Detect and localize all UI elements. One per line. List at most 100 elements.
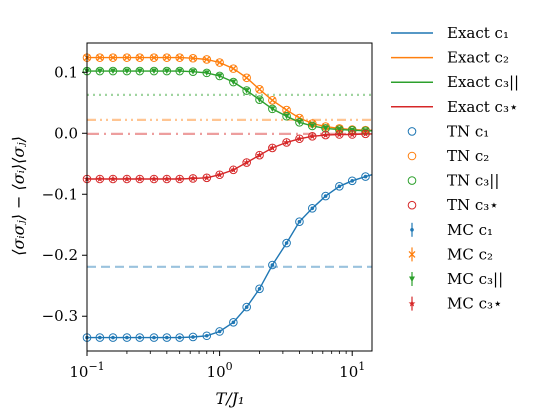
mc-marker-c3star xyxy=(109,175,117,182)
tn-marker-c1 xyxy=(108,333,118,342)
tn-marker-c1 xyxy=(188,332,198,342)
legend-mc-swatch xyxy=(410,228,414,232)
y-tick-label: 0.1 xyxy=(54,63,78,81)
mc-marker-c3par xyxy=(123,68,130,75)
legend-label: TN c₃⋆ xyxy=(447,196,499,214)
tn-marker-c2 xyxy=(149,53,159,62)
mc-marker-c3par xyxy=(256,97,263,103)
mc-marker-c2 xyxy=(109,54,117,62)
tn-marker-c1 xyxy=(175,333,184,342)
legend-label: TN c₂ xyxy=(447,147,489,165)
legend-label: Exact c₂ xyxy=(447,49,509,67)
mc-marker-c3star xyxy=(176,175,184,182)
plot-frame xyxy=(86,42,373,352)
tn-marker-c3star xyxy=(188,174,198,183)
tn-marker-c1 xyxy=(229,318,238,327)
legend-circle-swatch xyxy=(407,127,417,136)
mc-marker-c3star xyxy=(268,144,276,151)
tn-marker-c3par xyxy=(108,66,118,76)
tn-marker-c3star xyxy=(175,174,184,184)
tn-marker-c3par xyxy=(242,86,251,95)
mc-marker-c3par xyxy=(309,123,316,129)
tn-marker-c1 xyxy=(307,203,317,213)
tn-marker-c2 xyxy=(268,96,277,105)
mc-marker-c3par xyxy=(109,68,116,75)
tn-marker-c3star xyxy=(242,158,251,167)
mc-marker-c1 xyxy=(111,335,115,340)
tn-marker-c1 xyxy=(122,333,132,342)
mc-marker-c3par xyxy=(336,127,343,133)
tn-marker-c3par xyxy=(202,68,212,78)
tn-marker-c3star xyxy=(361,129,370,139)
mc-marker-c2 xyxy=(243,74,251,82)
tn-marker-c3par xyxy=(215,71,224,81)
mc-marker-c1 xyxy=(270,263,275,267)
tn-marker-c3star xyxy=(229,165,238,175)
tn-marker-c2 xyxy=(202,55,212,64)
mc-marker-c2 xyxy=(256,85,263,93)
tn-marker-c3star xyxy=(149,174,159,184)
legend-label: TN c₁ xyxy=(447,122,489,140)
mc-marker-c1 xyxy=(323,194,328,198)
mc-marker-c3star xyxy=(216,171,224,178)
mc-marker-c3par xyxy=(283,113,290,120)
mc-marker-c1 xyxy=(363,174,368,179)
x-tick-label: 101 xyxy=(339,360,365,381)
tn-marker-c3par xyxy=(255,95,264,105)
mc-marker-c1 xyxy=(165,335,169,340)
tn-marker-c3star xyxy=(295,134,304,144)
mc-marker-c2 xyxy=(203,56,211,63)
mc-marker-c1 xyxy=(137,335,142,340)
mc-marker-c2 xyxy=(96,54,104,62)
y-tick-label: −0.3 xyxy=(42,307,78,325)
mc-marker-c2 xyxy=(283,106,291,114)
x-axis-ticks: 10−1 100 101 xyxy=(69,351,365,381)
legend-label: Exact c₃⋆ xyxy=(447,98,518,116)
tn-marker-c1 xyxy=(321,191,330,201)
mc-marker-c1 xyxy=(310,206,315,211)
tn-marker-c3star xyxy=(95,174,105,184)
mc-marker-c3par xyxy=(296,119,303,126)
legend-label: TN c₃|| xyxy=(447,172,499,190)
tn-marker-c3star xyxy=(282,138,291,147)
mc-marker-c3par xyxy=(230,79,237,86)
mc-marker-c1 xyxy=(177,335,182,340)
tn-marker-c3star xyxy=(321,130,330,140)
tn-marker-c3star xyxy=(162,174,172,184)
mc-marker-c3star xyxy=(362,130,369,137)
tn-marker-c2 xyxy=(229,64,238,73)
mc-marker-c2 xyxy=(136,54,144,62)
mc-marker-c3star xyxy=(136,175,144,182)
legend-label: Exact c₁ xyxy=(447,24,509,42)
tn-marker-c3par xyxy=(122,66,132,76)
x-tick-label: 10−1 xyxy=(69,360,104,381)
legend-mc-swatch xyxy=(409,276,415,282)
tn-marker-c1 xyxy=(215,327,224,336)
tn-marker-c3par xyxy=(307,121,317,131)
mc-marker-c3par xyxy=(269,106,276,112)
y-tick-label: 0.0 xyxy=(54,124,78,142)
legend-label: MC c₂ xyxy=(447,245,493,263)
tn-marker-c3par xyxy=(229,77,238,87)
tn-marker-c3par xyxy=(135,66,145,76)
asymptote-lines xyxy=(87,93,372,268)
tn-marker-c2 xyxy=(188,53,198,63)
mc-marker-c3star xyxy=(229,166,237,173)
tn-marker-c1 xyxy=(255,284,264,294)
mc-marker-c2 xyxy=(123,54,131,62)
mc-marker-c1 xyxy=(231,320,236,325)
tn-marker-c2 xyxy=(122,53,132,62)
mc-marker-c3par xyxy=(243,88,250,94)
mc-marker-c2 xyxy=(176,54,184,62)
mc-marker-c3star xyxy=(96,175,104,182)
tn-marker-c2 xyxy=(135,53,145,62)
mc-marker-c1 xyxy=(98,335,102,340)
mc-marker-c1 xyxy=(350,179,355,183)
tn-marker-c3star xyxy=(335,130,344,139)
mc-marker-c3par xyxy=(322,125,329,132)
mc-marker-c2 xyxy=(150,54,158,62)
tn-marker-c3star xyxy=(135,174,145,184)
tn-marker-c3star xyxy=(255,150,264,160)
tn-marker-c2 xyxy=(255,85,264,94)
mc-marker-c2 xyxy=(163,54,171,62)
